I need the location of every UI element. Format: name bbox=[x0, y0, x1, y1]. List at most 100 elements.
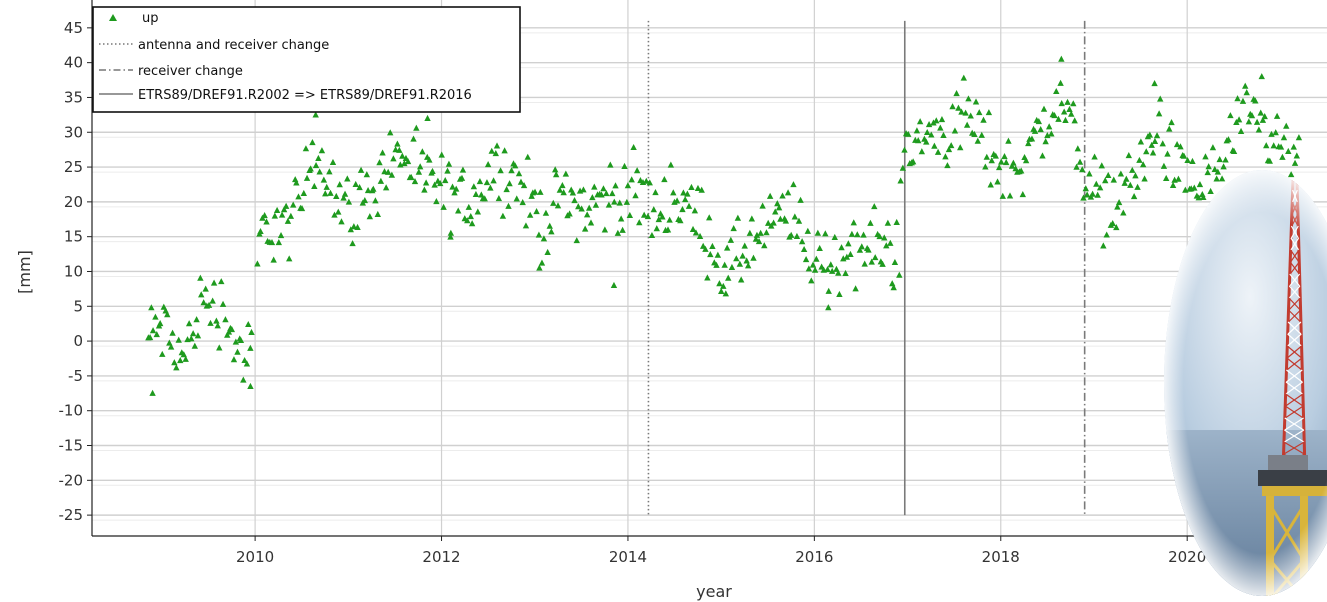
data-point bbox=[1082, 185, 1089, 192]
data-point bbox=[1066, 105, 1073, 112]
data-point bbox=[1073, 163, 1080, 170]
data-point bbox=[1083, 191, 1091, 198]
data-point bbox=[387, 129, 394, 136]
data-point bbox=[1028, 135, 1036, 142]
data-point bbox=[720, 282, 727, 289]
data-point bbox=[1162, 174, 1170, 181]
data-point bbox=[976, 109, 983, 116]
data-point bbox=[535, 231, 543, 238]
data-point bbox=[633, 167, 641, 174]
data-point bbox=[763, 229, 770, 236]
data-point bbox=[455, 207, 462, 214]
data-point bbox=[1272, 129, 1279, 136]
data-point bbox=[1134, 183, 1141, 190]
data-point bbox=[1080, 194, 1087, 201]
data-point bbox=[440, 203, 447, 210]
data-point bbox=[573, 237, 580, 244]
data-point bbox=[1252, 97, 1259, 104]
data-point bbox=[659, 213, 666, 220]
data-point bbox=[320, 176, 328, 183]
platform-photo bbox=[1164, 170, 1327, 596]
data-point bbox=[728, 263, 736, 271]
data-point bbox=[890, 284, 897, 291]
data-point bbox=[538, 259, 546, 266]
data-point bbox=[589, 194, 596, 201]
data-point bbox=[809, 261, 817, 268]
data-point bbox=[230, 356, 238, 363]
data-point bbox=[1132, 172, 1139, 179]
x-tick-label: 2018 bbox=[982, 548, 1020, 566]
data-point bbox=[982, 163, 989, 170]
data-point bbox=[159, 350, 166, 357]
data-point bbox=[490, 177, 497, 184]
data-point bbox=[1151, 80, 1158, 87]
data-point bbox=[1270, 142, 1277, 149]
data-point bbox=[1139, 161, 1147, 168]
data-point bbox=[944, 162, 951, 169]
data-point bbox=[390, 155, 397, 162]
data-point bbox=[322, 190, 329, 197]
data-point bbox=[692, 229, 700, 236]
data-point bbox=[988, 157, 995, 164]
y-tick-label: 5 bbox=[73, 297, 83, 315]
data-point bbox=[524, 153, 531, 160]
data-point bbox=[607, 161, 614, 168]
data-point bbox=[372, 197, 379, 204]
data-point bbox=[825, 304, 832, 311]
data-point bbox=[947, 142, 955, 149]
data-point bbox=[987, 181, 994, 188]
x-axis-label: year bbox=[696, 582, 732, 601]
data-point bbox=[670, 189, 677, 196]
data-point bbox=[842, 269, 849, 276]
data-point bbox=[1291, 159, 1299, 166]
data-point bbox=[513, 195, 520, 202]
data-point bbox=[300, 189, 308, 196]
data-point bbox=[867, 219, 874, 226]
data-point bbox=[1070, 100, 1077, 107]
data-point bbox=[1068, 110, 1075, 117]
data-point bbox=[411, 177, 419, 185]
data-point bbox=[1148, 141, 1155, 148]
data-point bbox=[1129, 166, 1136, 173]
data-point bbox=[825, 287, 832, 294]
data-point bbox=[468, 220, 476, 227]
data-point bbox=[1102, 177, 1109, 184]
data-point bbox=[374, 210, 382, 217]
data-point bbox=[442, 177, 449, 184]
data-point bbox=[1100, 242, 1107, 249]
data-point bbox=[1258, 73, 1265, 80]
data-point bbox=[410, 135, 417, 142]
data-point bbox=[222, 316, 229, 323]
data-point bbox=[207, 319, 214, 326]
data-point bbox=[1096, 184, 1104, 191]
data-point bbox=[205, 301, 213, 308]
data-point bbox=[526, 211, 534, 218]
data-point bbox=[925, 121, 933, 128]
data-point bbox=[472, 190, 480, 197]
data-point bbox=[315, 154, 322, 161]
data-point bbox=[901, 146, 908, 153]
data-point bbox=[536, 264, 543, 271]
data-point bbox=[1130, 192, 1138, 200]
y-tick-label: 20 bbox=[64, 193, 83, 211]
data-point bbox=[750, 254, 757, 261]
data-point bbox=[955, 104, 962, 111]
data-point bbox=[388, 171, 396, 178]
data-point bbox=[200, 299, 207, 306]
data-point bbox=[447, 233, 454, 240]
data-point bbox=[396, 146, 403, 153]
data-point bbox=[1042, 138, 1049, 145]
data-point bbox=[483, 179, 491, 186]
data-point bbox=[169, 329, 176, 336]
data-point bbox=[698, 186, 705, 193]
data-point bbox=[962, 109, 969, 116]
data-point bbox=[327, 189, 334, 196]
data-point bbox=[967, 112, 974, 119]
data-point bbox=[474, 208, 482, 215]
data-point bbox=[218, 278, 225, 285]
data-point bbox=[376, 159, 383, 166]
data-point bbox=[1076, 158, 1084, 165]
data-point bbox=[241, 356, 248, 364]
data-point bbox=[782, 217, 790, 224]
data-point bbox=[361, 197, 369, 204]
